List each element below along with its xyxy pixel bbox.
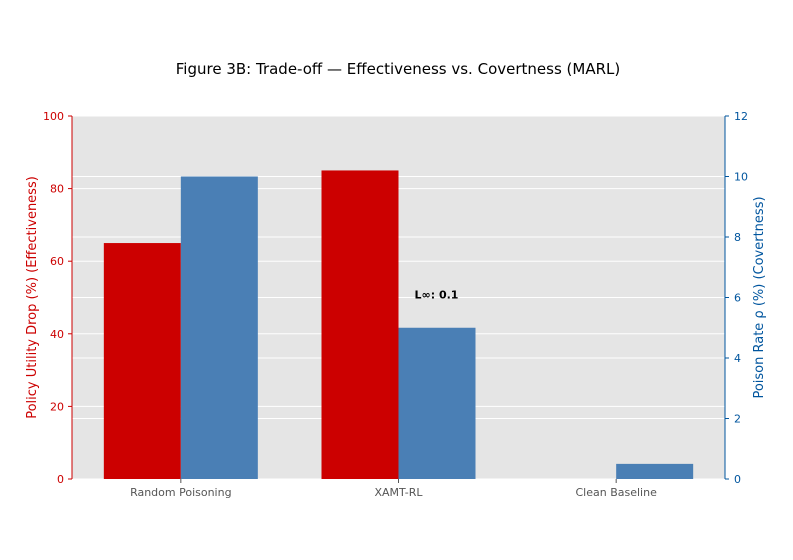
left-tick-label: 0	[57, 473, 64, 486]
right-axis: 0 2 4 6 8 10 12	[724, 110, 748, 486]
bar-poison-rate	[398, 327, 476, 479]
bar-utility-drop	[103, 243, 181, 479]
chart-title: Figure 3B: Trade-off — Effectiveness vs.…	[176, 60, 620, 78]
left-tick-label: 100	[43, 110, 64, 123]
left-tick-label: 40	[50, 328, 64, 341]
bar-poison-rate	[616, 463, 694, 479]
bars	[103, 170, 694, 479]
right-tick-label: 8	[734, 231, 741, 244]
left-tick-label: 80	[50, 183, 64, 196]
y-axis-right-label: Poison Rate ρ (%) (Covertness)	[752, 196, 767, 398]
x-tick-label: Clean Baseline	[575, 486, 657, 499]
bar-utility-drop	[321, 170, 399, 479]
x-axis: Random Poisoning XAMT-RL Clean Baseline	[130, 479, 657, 499]
right-tick-label: 10	[734, 171, 748, 184]
x-tick-label: XAMT-RL	[374, 486, 423, 499]
right-tick-label: 6	[734, 292, 741, 305]
bar-poison-rate	[180, 176, 258, 479]
left-tick-label: 60	[50, 255, 64, 268]
y-axis-left-label: Policy Utility Drop (%) (Effectiveness)	[25, 176, 40, 419]
right-tick-label: 4	[734, 352, 741, 365]
right-tick-label: 2	[734, 413, 741, 426]
right-tick-label: 0	[734, 473, 741, 486]
right-tick-label: 12	[734, 110, 748, 123]
left-axis: 0 20 40 60 80 100	[43, 110, 73, 486]
left-tick-label: 20	[50, 400, 64, 413]
annotation-label: L∞: 0.1	[415, 289, 459, 302]
x-tick-label: Random Poisoning	[130, 486, 232, 499]
